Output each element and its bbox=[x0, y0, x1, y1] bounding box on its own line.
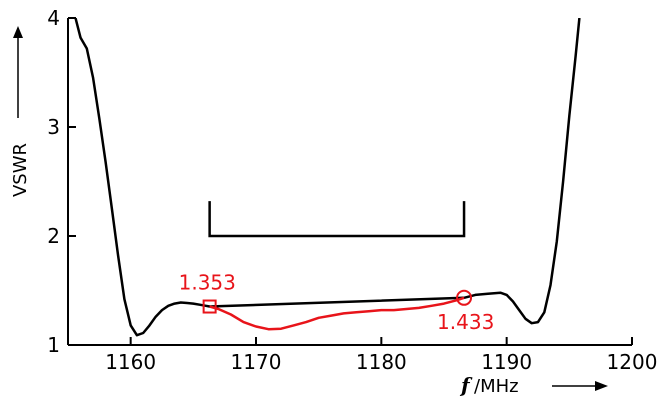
band-start-square-marker bbox=[202, 299, 217, 314]
y-axis-arrow-head bbox=[13, 26, 23, 38]
y-tick-label: 4 bbox=[47, 6, 60, 30]
x-tick-label: 1180 bbox=[356, 350, 407, 374]
x-tick-label: 1170 bbox=[231, 350, 282, 374]
chart-ticks: 1160 1170 1180 1190 1200 1 2 3 4 bbox=[47, 6, 657, 374]
chart-axes bbox=[67, 18, 632, 346]
x-tick-label: 1190 bbox=[481, 350, 532, 374]
chart-annotations: 1.353 1.433 bbox=[179, 271, 495, 334]
x-tick-label: 1200 bbox=[607, 350, 658, 374]
band-bracket bbox=[208, 201, 466, 238]
band-curve bbox=[209, 296, 465, 331]
chart-curves bbox=[74, 18, 581, 337]
y-tick-label: 1 bbox=[47, 333, 60, 357]
y-tick-label: 3 bbox=[47, 115, 60, 139]
band-bracket-line bbox=[208, 201, 466, 238]
x-axis-unit: /MHz bbox=[474, 376, 519, 397]
band-end-value-label: 1.433 bbox=[437, 310, 494, 334]
vswr-curve bbox=[74, 18, 581, 337]
x-tick-label: 1160 bbox=[105, 350, 156, 374]
x-axis-arrow-head bbox=[595, 381, 608, 391]
chart-axis-labels: VSWR f/MHz bbox=[10, 26, 608, 397]
x-axis-var: f bbox=[459, 373, 473, 397]
y-tick-label: 2 bbox=[47, 224, 60, 248]
y-axis-title: VSWR bbox=[10, 143, 31, 197]
band-end-circle-marker bbox=[456, 289, 473, 306]
band-start-value-label: 1.353 bbox=[179, 271, 236, 295]
